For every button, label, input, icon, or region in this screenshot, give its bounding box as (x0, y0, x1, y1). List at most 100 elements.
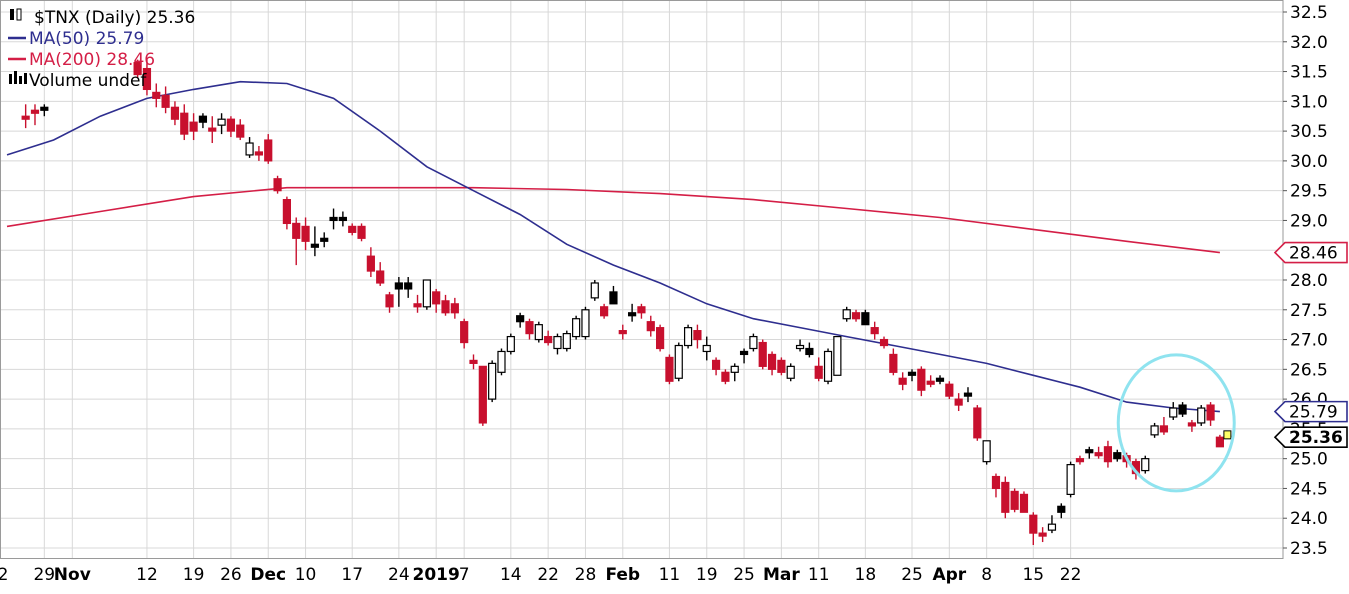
candle-body (1197, 407, 1206, 424)
x-tick-label: 7 (459, 565, 470, 585)
candle-body (749, 335, 758, 350)
x-tick-label: 17 (341, 565, 363, 585)
x-tick-label: Nov (54, 565, 91, 585)
candle-body (161, 94, 170, 108)
candle-body (1029, 514, 1038, 534)
candle-body (1113, 452, 1122, 460)
candle-body (236, 124, 245, 138)
candle-body (991, 475, 1001, 490)
y-tick-label: 32.0 (1290, 33, 1328, 53)
ma200-line (6, 186, 1220, 254)
candle-body (264, 139, 273, 162)
chart-title: $TNX (Daily) 25.36 (34, 8, 195, 28)
x-tick-label: 19 (183, 565, 205, 585)
candle-body (786, 365, 795, 379)
candle-body (30, 109, 40, 114)
x-tick-label: 22 (1060, 565, 1082, 585)
candle-body (21, 115, 30, 120)
candle-body (898, 377, 907, 385)
candle-body (1019, 493, 1029, 513)
candle-body (628, 312, 637, 317)
candle-body (655, 327, 665, 350)
candle-body (245, 142, 254, 156)
candle-body (254, 151, 264, 156)
y-tick-label: 29.0 (1290, 211, 1328, 231)
candle-body (338, 216, 347, 222)
candle-body (1057, 505, 1066, 513)
x-tick-label: 18 (855, 565, 877, 585)
candle-body (1001, 481, 1010, 513)
candle-body (935, 377, 945, 382)
x-tick-label: 25 (733, 565, 755, 585)
candle-body (730, 365, 739, 373)
candle-body (702, 344, 711, 353)
candle-body (861, 312, 870, 326)
candle-body (460, 321, 469, 344)
candle-body (590, 282, 599, 299)
candle-body (488, 362, 497, 400)
candle-body (282, 199, 291, 225)
x-tick-label: 8 (981, 565, 992, 585)
volume-icon (19, 76, 22, 84)
candle-body (805, 347, 814, 356)
candle-body (357, 225, 366, 239)
y-tick-label: 23.5 (1290, 539, 1328, 559)
price-label-box (1273, 400, 1348, 423)
candle-body (1169, 407, 1178, 418)
candle-body (767, 353, 777, 370)
candle-body (1038, 532, 1047, 537)
candle-body (739, 350, 749, 356)
candle-body (1075, 458, 1085, 463)
candle-body (926, 380, 935, 385)
price-labels: 28.46 25.79 25.36 (1273, 241, 1348, 449)
x-tick-label: Apr (932, 565, 966, 585)
candle-body (450, 303, 459, 314)
y-tick-label: 27.0 (1290, 331, 1328, 351)
candle-body (711, 359, 721, 370)
candle-body (208, 127, 217, 132)
y-tick-label: 32.5 (1290, 3, 1328, 23)
candle-body (170, 106, 180, 120)
legend-label: Volume undef (29, 71, 147, 91)
candle-body (217, 118, 226, 126)
candle-body (142, 67, 152, 91)
candle-body (516, 315, 525, 323)
y-tick-label: 30.5 (1290, 122, 1328, 142)
price-label-box (1273, 426, 1348, 449)
candle-body (674, 344, 683, 379)
candle-body (833, 335, 842, 376)
candle-body (609, 291, 618, 305)
candle-body (478, 365, 487, 424)
candle-body (133, 62, 142, 76)
x-tick-label: 22 (537, 565, 559, 585)
candle-body (982, 440, 991, 463)
candle-body (693, 330, 702, 341)
candle-body (1178, 404, 1187, 415)
candle-body (758, 341, 767, 367)
x-tick-label: 15 (1022, 565, 1044, 585)
candle-body (1010, 490, 1019, 510)
candle-body (40, 106, 49, 111)
candle-icon (10, 9, 14, 20)
candle-body (665, 356, 674, 382)
candle-body (637, 306, 646, 314)
candle-body (851, 312, 861, 320)
y-tick-label: 28.0 (1290, 271, 1328, 291)
highlight-circle (1116, 353, 1236, 493)
candle-body (292, 222, 301, 239)
x-tick-label: 12 (136, 565, 158, 585)
candle-body (404, 282, 413, 290)
price-label-text: 25.79 (1289, 403, 1338, 423)
candle-body (180, 112, 189, 135)
candle-body (1215, 436, 1225, 448)
x-tick-label: 26 (220, 565, 242, 585)
y-tick-label: 26.5 (1290, 360, 1328, 380)
candle-body (907, 371, 917, 376)
candle-body (376, 270, 385, 284)
y-tick-label: 31.5 (1290, 63, 1328, 83)
candle-body (1066, 464, 1075, 496)
x-tick-label: 22 (0, 565, 8, 585)
candle-body (954, 398, 963, 406)
candle-body (683, 327, 693, 347)
